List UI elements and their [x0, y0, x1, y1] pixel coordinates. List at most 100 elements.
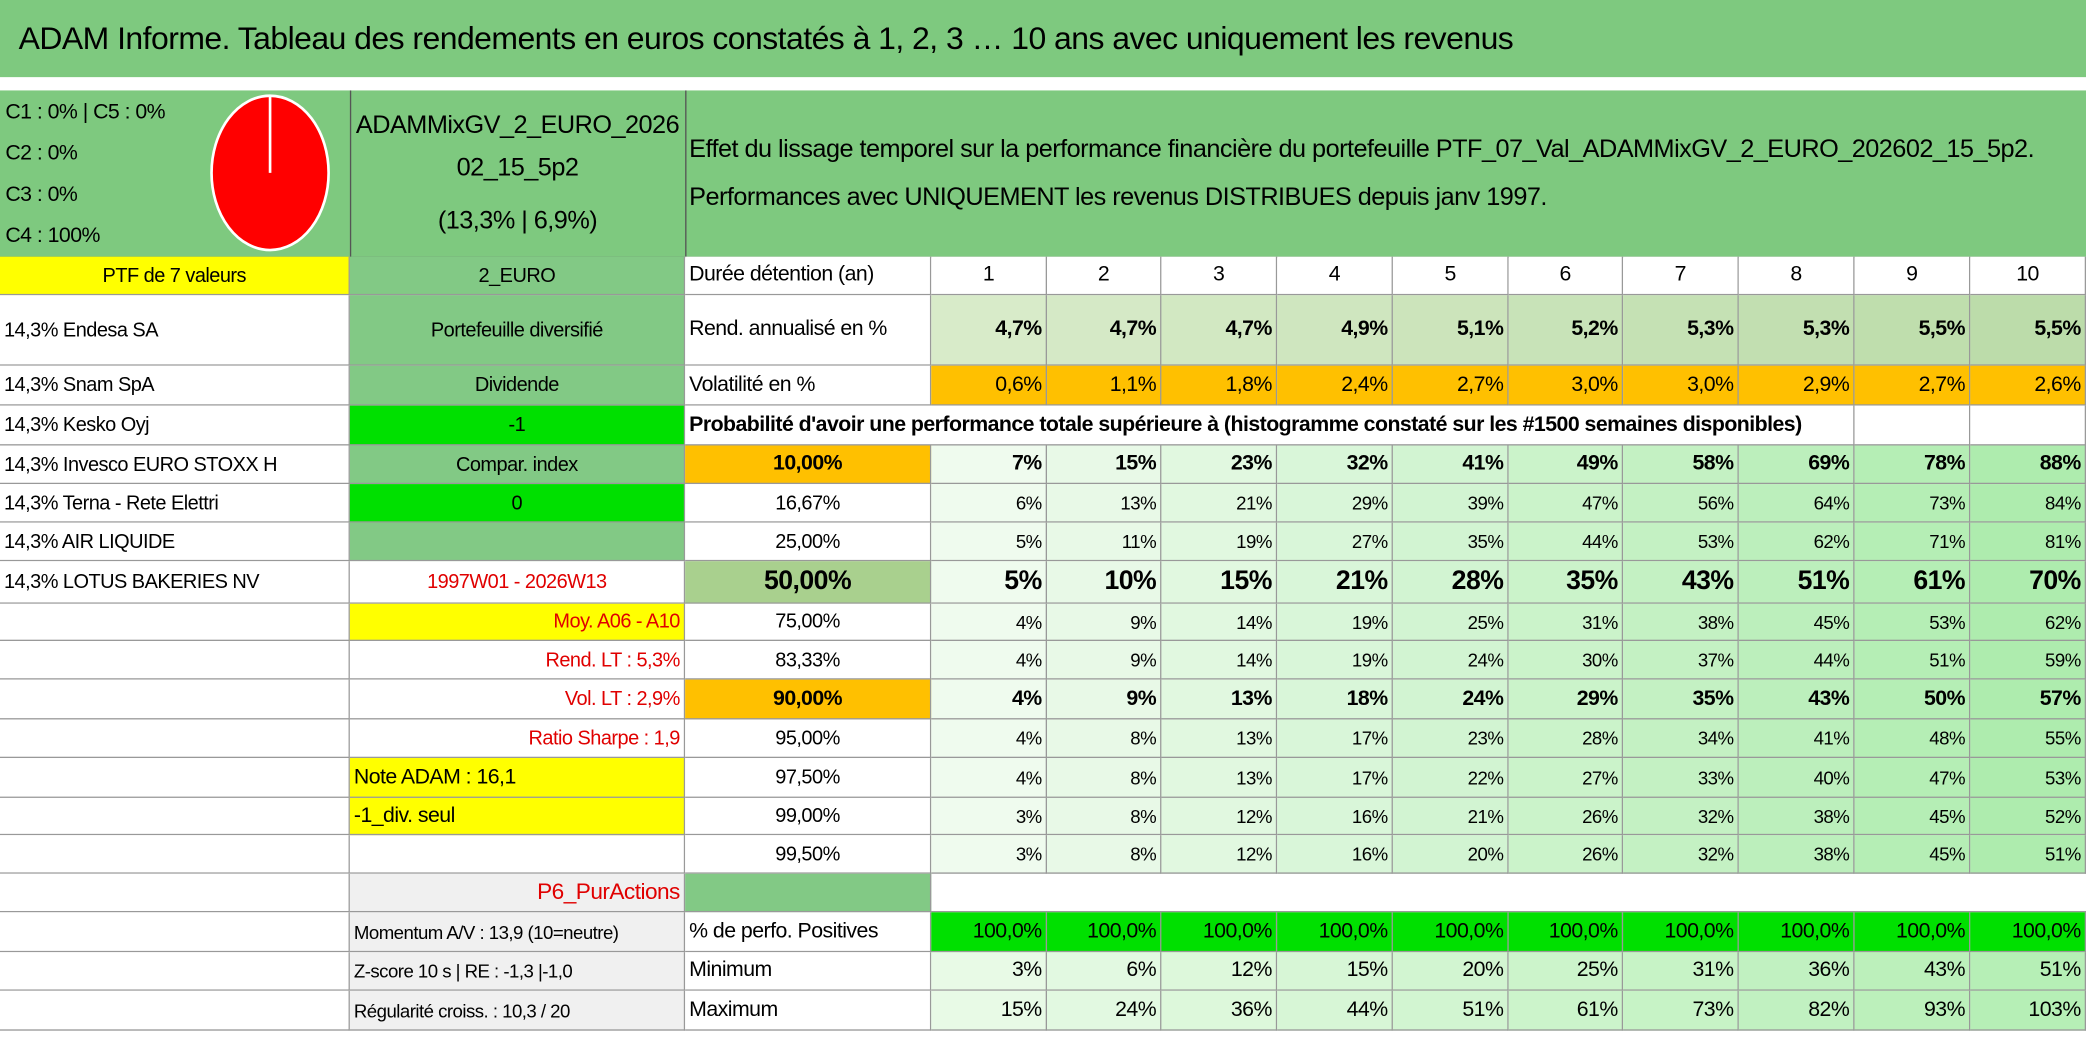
positive-value: 100,0%	[1277, 912, 1393, 953]
probability-value: 4%	[931, 641, 1048, 680]
volatility-value: 2,4%	[1277, 365, 1393, 406]
probability-value: 12%	[1161, 835, 1278, 874]
probability-value: 10%	[1047, 561, 1162, 604]
probability-value: 71%	[1854, 522, 1971, 562]
positive-value: 100,0%	[931, 912, 1048, 953]
info-cell: 0	[349, 484, 686, 523]
allocation-label: C1 : 0% | C5 : 0%	[5, 101, 166, 124]
volatility-value: 2,6%	[1970, 365, 2086, 406]
probability-value: 53%	[1970, 758, 2086, 798]
probability-value: 7%	[931, 445, 1048, 485]
probability-value: 52%	[1970, 797, 2086, 836]
probability-value: 35%	[1392, 522, 1509, 562]
info-cell: Vol. LT : 2,9%	[349, 679, 686, 720]
row-label: Minimum	[685, 952, 932, 991]
probability-value: 73%	[1854, 484, 1971, 523]
positive-value: 100,0%	[1970, 912, 2086, 953]
positive-value: 100,0%	[1047, 912, 1162, 953]
minimum-value: 15%	[1277, 952, 1393, 991]
description: Performances avec UNIQUEMENT les revenus…	[689, 183, 1547, 212]
threshold: 10,00%	[685, 445, 932, 485]
volatility-value: 2,7%	[1392, 365, 1509, 406]
probability-value: 27%	[1277, 522, 1393, 562]
title: ADAM Informe. Tableau des rendements en …	[18, 21, 1514, 58]
probability-value: 45%	[1738, 603, 1855, 642]
probability-value: 44%	[1738, 641, 1855, 680]
return-value: 5,3%	[1623, 295, 1739, 366]
year: 3	[1161, 256, 1278, 296]
probability-value: 70%	[1970, 561, 2086, 604]
probability-value: 38%	[1738, 835, 1855, 874]
empty-cell	[0, 873, 350, 913]
volatility-value: 3,0%	[1508, 365, 1624, 406]
probability-value: 5%	[931, 561, 1048, 604]
probability-value: 4%	[931, 603, 1048, 642]
return-value: 5,5%	[1970, 295, 2086, 366]
probability-value: 64%	[1738, 484, 1855, 523]
threshold: 90,00%	[685, 679, 932, 720]
return-value: 4,9%	[1277, 295, 1393, 366]
probability-value: 28%	[1508, 719, 1624, 759]
year: 8	[1738, 256, 1855, 296]
probability-value: 25%	[1392, 603, 1509, 642]
allocation-label: C4 : 100%	[5, 224, 100, 248]
probability-value: 26%	[1508, 835, 1624, 874]
probability-value: 69%	[1738, 445, 1855, 485]
year: 1	[931, 256, 1048, 296]
probability-value: 17%	[1277, 758, 1393, 798]
positive-value: 100,0%	[1738, 912, 1855, 953]
probability-value: 62%	[1738, 522, 1855, 562]
probability-value: 23%	[1161, 445, 1278, 485]
maximum-value: 82%	[1738, 990, 1855, 1031]
info-cell: Moy. A06 - A10	[349, 603, 686, 642]
probability-value: 37%	[1623, 641, 1739, 680]
info-cell: Note ADAM : 16,1	[349, 758, 686, 798]
probability-value: 21%	[1161, 484, 1278, 523]
probability-value: 51%	[1970, 835, 2086, 874]
threshold: 99,00%	[685, 797, 932, 836]
probability-value: 23%	[1392, 719, 1509, 759]
probability-value: 57%	[1970, 679, 2086, 720]
portfolio-stats: (13,3% | 6,9%)	[437, 207, 598, 236]
info-cell: Z-score 10 s | RE : -1,3 |-1,0	[349, 952, 686, 991]
probability-value: 28%	[1392, 561, 1509, 604]
probability-value: 17%	[1277, 719, 1393, 759]
probability-value: 8%	[1047, 797, 1162, 836]
return-value: 4,7%	[931, 295, 1048, 366]
description: Effet du lissage temporel sur la perform…	[689, 135, 2035, 164]
volatility-value: 2,9%	[1738, 365, 1855, 406]
probability-value: 18%	[1277, 679, 1393, 720]
probability-value: 35%	[1508, 561, 1624, 604]
probability-value: 13%	[1161, 679, 1278, 720]
maximum-value: 15%	[931, 990, 1048, 1031]
probability-value: 41%	[1392, 445, 1509, 485]
threshold: 16,67%	[685, 484, 932, 523]
info-cell: Régularité croiss. : 10,3 / 20	[349, 990, 686, 1031]
holding: 14,3% AIR LIQUIDE	[0, 522, 350, 562]
empty-cell	[0, 603, 350, 642]
probability-value: 55%	[1970, 719, 2086, 759]
volatility-value: 1,1%	[1047, 365, 1162, 406]
return-value: 5,5%	[1854, 295, 1971, 366]
threshold: 50,00%	[685, 561, 932, 604]
info-cell: -1_div. seul	[349, 797, 686, 836]
probability-value: 33%	[1623, 758, 1739, 798]
empty-cell	[349, 522, 686, 562]
year: 10	[1970, 256, 2086, 296]
threshold: 95,00%	[685, 719, 932, 759]
volatility-value: 2,7%	[1854, 365, 1971, 406]
probability-value: 49%	[1508, 445, 1624, 485]
probability-value: 8%	[1047, 758, 1162, 798]
probability-value: 56%	[1623, 484, 1739, 523]
year: 9	[1854, 256, 1971, 296]
probability-value: 14%	[1161, 603, 1278, 642]
row-label: Volatilité en %	[685, 365, 932, 406]
year: 4	[1277, 256, 1393, 296]
return-value: 5,3%	[1738, 295, 1855, 366]
probability-value: 29%	[1508, 679, 1624, 720]
probability-value: 51%	[1854, 641, 1971, 680]
threshold: 75,00%	[685, 603, 932, 642]
allocation-label: C3 : 0%	[5, 183, 78, 207]
probability-value: 48%	[1854, 719, 1971, 759]
empty-cell	[1854, 405, 1971, 446]
